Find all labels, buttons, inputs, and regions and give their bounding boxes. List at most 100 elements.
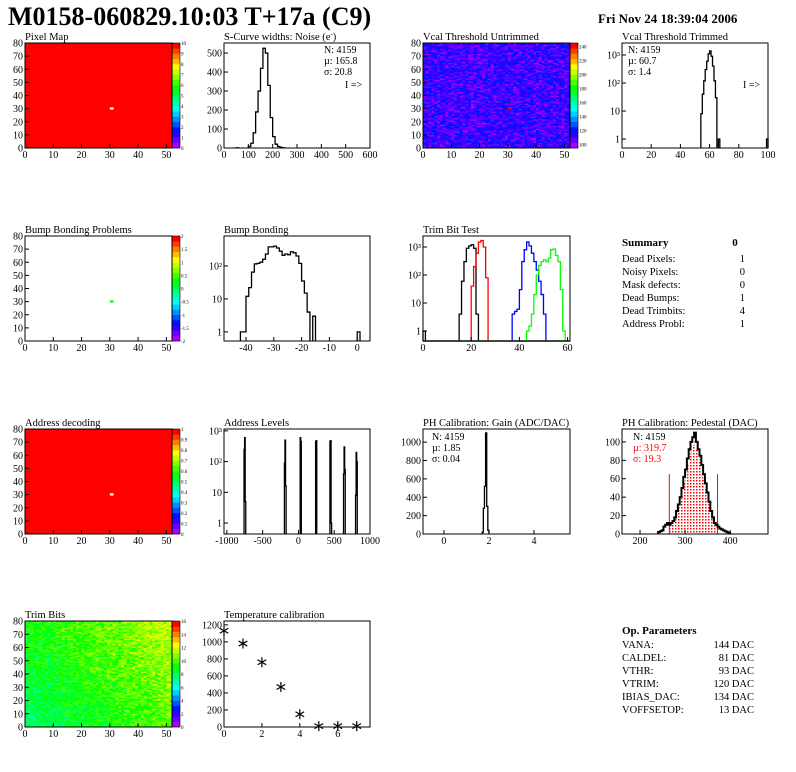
map-cell xyxy=(536,79,540,82)
map-cell xyxy=(439,90,444,92)
map-cell xyxy=(502,94,506,96)
map-cell xyxy=(490,88,494,91)
map-cell xyxy=(462,133,466,136)
map-cell xyxy=(502,144,506,146)
map-cell xyxy=(456,142,461,145)
map-cell xyxy=(567,128,571,130)
x-tick-label: 20 xyxy=(77,150,87,161)
map-cell xyxy=(485,74,489,77)
map-cell xyxy=(558,73,562,75)
map-cell xyxy=(456,102,461,104)
map-cell xyxy=(425,115,429,117)
y-tick-label: 50 xyxy=(13,271,23,282)
map-cell xyxy=(465,121,469,124)
map-cell xyxy=(442,127,446,129)
map-cell xyxy=(434,102,438,104)
map-cell xyxy=(527,106,531,108)
map-cell xyxy=(499,88,503,91)
map-cell xyxy=(479,43,483,45)
map-cell xyxy=(530,54,534,57)
map-cell xyxy=(521,91,526,94)
map-cell xyxy=(425,92,429,95)
map-cell xyxy=(39,662,43,664)
map-cell xyxy=(516,120,520,123)
map-cell xyxy=(30,683,34,685)
map-cell xyxy=(431,144,435,146)
map-cell xyxy=(456,128,461,130)
map-cell xyxy=(454,103,458,105)
map-cell xyxy=(555,124,559,126)
colorbar-band xyxy=(172,272,180,279)
map-cell xyxy=(459,64,463,66)
map-cell xyxy=(485,99,489,102)
map-cell xyxy=(561,45,565,48)
map-cell xyxy=(445,44,449,46)
map-cell xyxy=(504,108,509,111)
map-cell xyxy=(456,144,461,146)
map-cell xyxy=(462,100,466,103)
map-cell xyxy=(519,103,523,105)
map-cell xyxy=(538,120,543,123)
map-cell xyxy=(423,95,427,98)
map-cell xyxy=(451,71,455,74)
map-cell xyxy=(431,85,435,87)
map-cell xyxy=(437,75,441,78)
map-cell xyxy=(510,133,514,136)
map-cell xyxy=(431,134,435,137)
map-cell xyxy=(524,142,528,145)
map-cell xyxy=(423,102,427,104)
map-cell xyxy=(504,50,509,53)
map-cell xyxy=(473,58,478,61)
map-cell xyxy=(479,119,483,121)
map-cell xyxy=(536,108,540,111)
map-cell xyxy=(567,140,571,142)
map-cell xyxy=(536,119,540,121)
map-cell xyxy=(425,43,429,45)
map-cell xyxy=(555,96,559,99)
map-cell xyxy=(521,81,526,83)
map-cell xyxy=(507,70,511,73)
map-cell xyxy=(504,109,509,112)
map-cell xyxy=(27,628,31,631)
map-cell xyxy=(541,94,545,96)
map-cell xyxy=(488,102,492,104)
map-cell xyxy=(476,132,480,134)
map-cell xyxy=(41,670,46,672)
map-cell xyxy=(33,680,37,683)
map-cell xyxy=(459,102,463,104)
map-cell xyxy=(471,86,475,88)
map-cell xyxy=(524,43,528,45)
map-cell xyxy=(465,108,469,111)
map-cell xyxy=(496,141,500,144)
map-cell xyxy=(473,64,478,66)
map-cell xyxy=(434,83,438,86)
map-cell xyxy=(434,78,438,81)
map-cell xyxy=(41,677,46,680)
colorbar-tick-label: 200 xyxy=(579,74,587,79)
map-cell xyxy=(502,65,506,67)
map-cell xyxy=(454,132,458,134)
map-cell xyxy=(553,45,557,48)
map-cell xyxy=(437,82,441,84)
map-cell xyxy=(553,44,557,46)
map-cell xyxy=(462,69,466,71)
map-cell xyxy=(456,111,461,113)
map-cell xyxy=(423,74,427,77)
map-cell xyxy=(437,119,441,121)
map-cell xyxy=(423,145,427,147)
map-cell xyxy=(473,127,478,129)
map-cell xyxy=(448,120,452,123)
map-cell xyxy=(555,46,559,49)
map-cell xyxy=(434,69,438,71)
map-cell xyxy=(493,109,497,112)
map-cell xyxy=(456,87,461,90)
map-cell xyxy=(547,56,551,58)
map-cell xyxy=(524,69,528,71)
map-cell xyxy=(485,91,489,94)
map-cell xyxy=(36,668,40,671)
map-cell xyxy=(547,64,551,66)
map-cell xyxy=(465,54,469,57)
map-cell xyxy=(521,128,526,130)
map-cell xyxy=(507,134,511,137)
map-cell xyxy=(476,46,480,49)
